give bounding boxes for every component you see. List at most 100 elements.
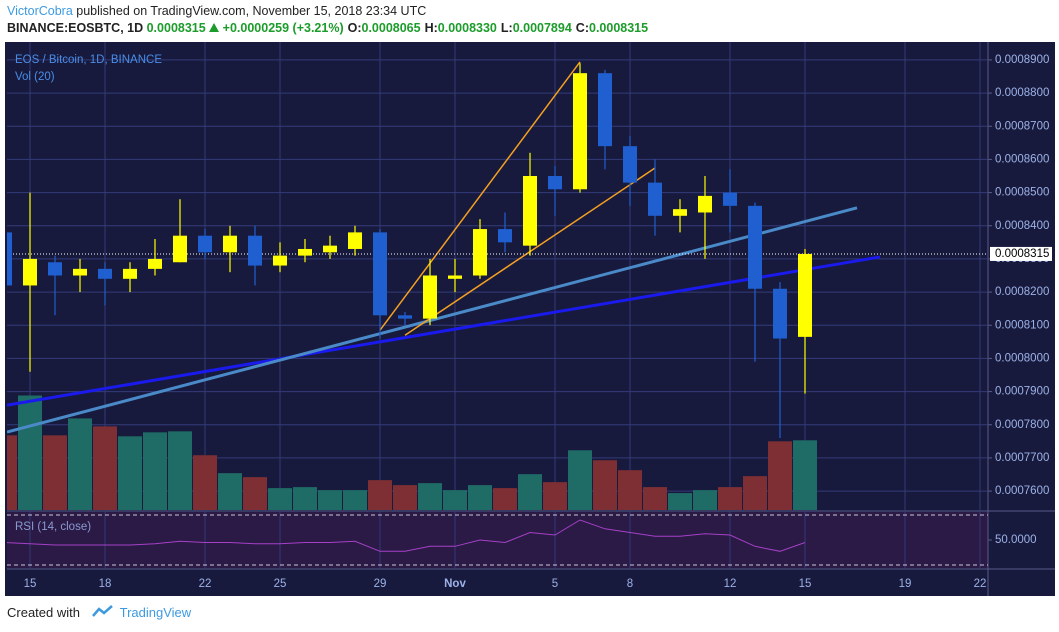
volume-bar <box>468 485 492 510</box>
volume-bar <box>618 470 642 510</box>
symbol: BINANCE:EOSBTC, 1D <box>7 21 144 35</box>
volume-bar <box>7 435 17 510</box>
change: +0.0000259 (+3.21%) <box>222 21 344 35</box>
x-tick-label: 25 <box>274 578 287 590</box>
y-tick-label: 0.0007800 <box>995 419 1049 431</box>
candle-body <box>398 315 412 319</box>
candle-body <box>448 275 462 279</box>
candle-body <box>548 175 562 190</box>
x-tick-label: 22 <box>199 578 212 590</box>
y-tick-label: 0.0008500 <box>995 187 1049 199</box>
header-line: VictorCobra published on TradingView.com… <box>7 4 426 18</box>
last-price-label: 0.0008315 <box>995 248 1049 260</box>
trend-line <box>379 61 581 331</box>
candle-body <box>123 268 137 279</box>
volume-bar <box>543 482 567 510</box>
ohlc-key: L: <box>500 21 513 35</box>
volume-bar <box>568 450 592 510</box>
candle-body <box>723 192 737 206</box>
candle-body <box>298 248 312 256</box>
x-tick-label: 15 <box>799 578 812 590</box>
volume-bar <box>668 493 692 510</box>
volume-bar <box>168 431 192 510</box>
volume-bar <box>18 395 42 510</box>
created: Created with <box>7 605 80 620</box>
trend-line <box>7 206 858 434</box>
x-tick-label: 15 <box>24 578 37 590</box>
x-tick-label: 19 <box>899 578 912 590</box>
price: 0.0008315 <box>146 21 206 35</box>
brand[interactable]: TradingView <box>119 605 192 620</box>
volume-bar <box>443 490 467 510</box>
candle-body <box>148 258 162 269</box>
candle-body <box>248 235 262 266</box>
candle-body <box>623 146 637 183</box>
volume-bar <box>218 473 242 510</box>
volume-bar <box>343 490 367 510</box>
x-tick-label: 22 <box>974 578 987 590</box>
candle-body <box>498 229 512 243</box>
volume-bar <box>368 480 392 510</box>
volume-bar <box>393 485 417 510</box>
candle-body <box>23 258 37 286</box>
candle-body <box>73 268 87 276</box>
up-arrow <box>209 23 220 32</box>
candle-body <box>7 232 12 286</box>
volume-bar <box>493 488 517 510</box>
volume-bar <box>643 487 667 510</box>
volume-bar <box>318 490 342 510</box>
ohlc-value: 0.0008065 <box>361 21 421 35</box>
volume-bar <box>93 426 117 510</box>
footer: Created with TradingView <box>7 605 191 620</box>
ohlc-value: 0.0007894 <box>512 21 572 35</box>
candle-body <box>48 262 62 276</box>
candle-body <box>323 245 337 253</box>
candle-body <box>273 255 287 266</box>
x-tick-label: 29 <box>374 578 387 590</box>
candle-body <box>223 235 237 253</box>
y-tick-label: 0.0007700 <box>995 452 1049 464</box>
ohlc-value: 0.0008330 <box>437 21 497 35</box>
volume-bar <box>43 435 67 510</box>
candle-body <box>798 253 812 337</box>
header-line: BINANCE:EOSBTC, 1D 0.0008315 +0.0000259 … <box>7 21 648 35</box>
published: published on TradingView.com, November 1… <box>72 4 427 18</box>
logo <box>91 605 113 617</box>
candle-body <box>373 232 387 316</box>
y-tick-label: 0.0008100 <box>995 319 1049 331</box>
x-tick-label: 5 <box>552 578 558 590</box>
candle-body <box>423 275 437 319</box>
ohlc-key: O: <box>347 21 362 35</box>
volume-bar <box>518 474 542 510</box>
chart-title: EOS / Bitcoin, 1D, BINANCE <box>15 54 162 66</box>
volume-bar <box>718 487 742 510</box>
y-tick-label: 0.0007900 <box>995 386 1049 398</box>
candle-body <box>773 288 787 339</box>
volume-label: Vol (20) <box>15 71 55 83</box>
y-tick-label: 0.0008900 <box>995 54 1049 66</box>
candle-body <box>523 175 537 246</box>
x-tick-label: 12 <box>724 578 737 590</box>
candle-body <box>598 73 612 147</box>
volume-bar <box>743 476 767 510</box>
candle-body <box>748 205 762 289</box>
y-tick-label: 0.0008600 <box>995 153 1049 165</box>
x-tick-label: 8 <box>627 578 633 590</box>
candle-body <box>573 73 587 190</box>
candle-body <box>348 232 362 249</box>
rsi-tick-label: 50.0000 <box>995 534 1037 546</box>
y-tick-label: 0.0008700 <box>995 120 1049 132</box>
y-tick-label: 0.0007600 <box>995 485 1049 497</box>
author[interactable]: VictorCobra <box>7 4 73 18</box>
ohlc-key: H: <box>424 21 438 35</box>
rsi-label: RSI (14, close) <box>15 521 91 533</box>
volume-bar <box>418 483 442 510</box>
chart: 0.0007600 0.0007700 0.0007800 0.0007900 0.00… <box>5 42 1055 596</box>
rsi-pane <box>7 512 988 568</box>
y-tick-label: 0.0008800 <box>995 87 1049 99</box>
candle-body <box>673 209 687 216</box>
volume-bar <box>143 432 167 510</box>
ohlc-key: C: <box>575 21 589 35</box>
volume-bar <box>693 490 717 510</box>
